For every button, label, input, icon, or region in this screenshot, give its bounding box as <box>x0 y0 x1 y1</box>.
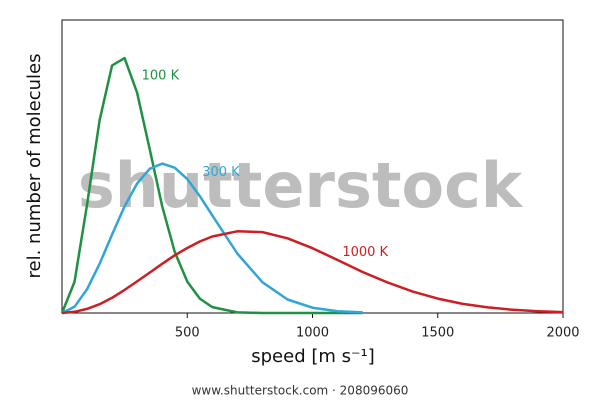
watermark: shutterstock <box>78 149 524 222</box>
data-line <box>61 230 564 315</box>
series-label: 1000 K <box>342 245 388 260</box>
footer: www.shutterstock.com · 208096060 <box>192 384 409 398</box>
x-tick-label: 2000 <box>546 326 579 341</box>
x-tick-label: 500 <box>175 326 200 341</box>
series-label: 300 K <box>202 165 240 180</box>
series-label: 100 K <box>142 69 180 84</box>
x-tick-label: 1500 <box>421 326 454 341</box>
data-line <box>60 56 363 315</box>
data-line <box>61 162 363 315</box>
x-axis-label: speed [m s⁻¹] <box>251 346 375 367</box>
x-tick-label: 1000 <box>296 326 329 341</box>
y-axis-label: rel. number of molecules <box>24 54 45 279</box>
